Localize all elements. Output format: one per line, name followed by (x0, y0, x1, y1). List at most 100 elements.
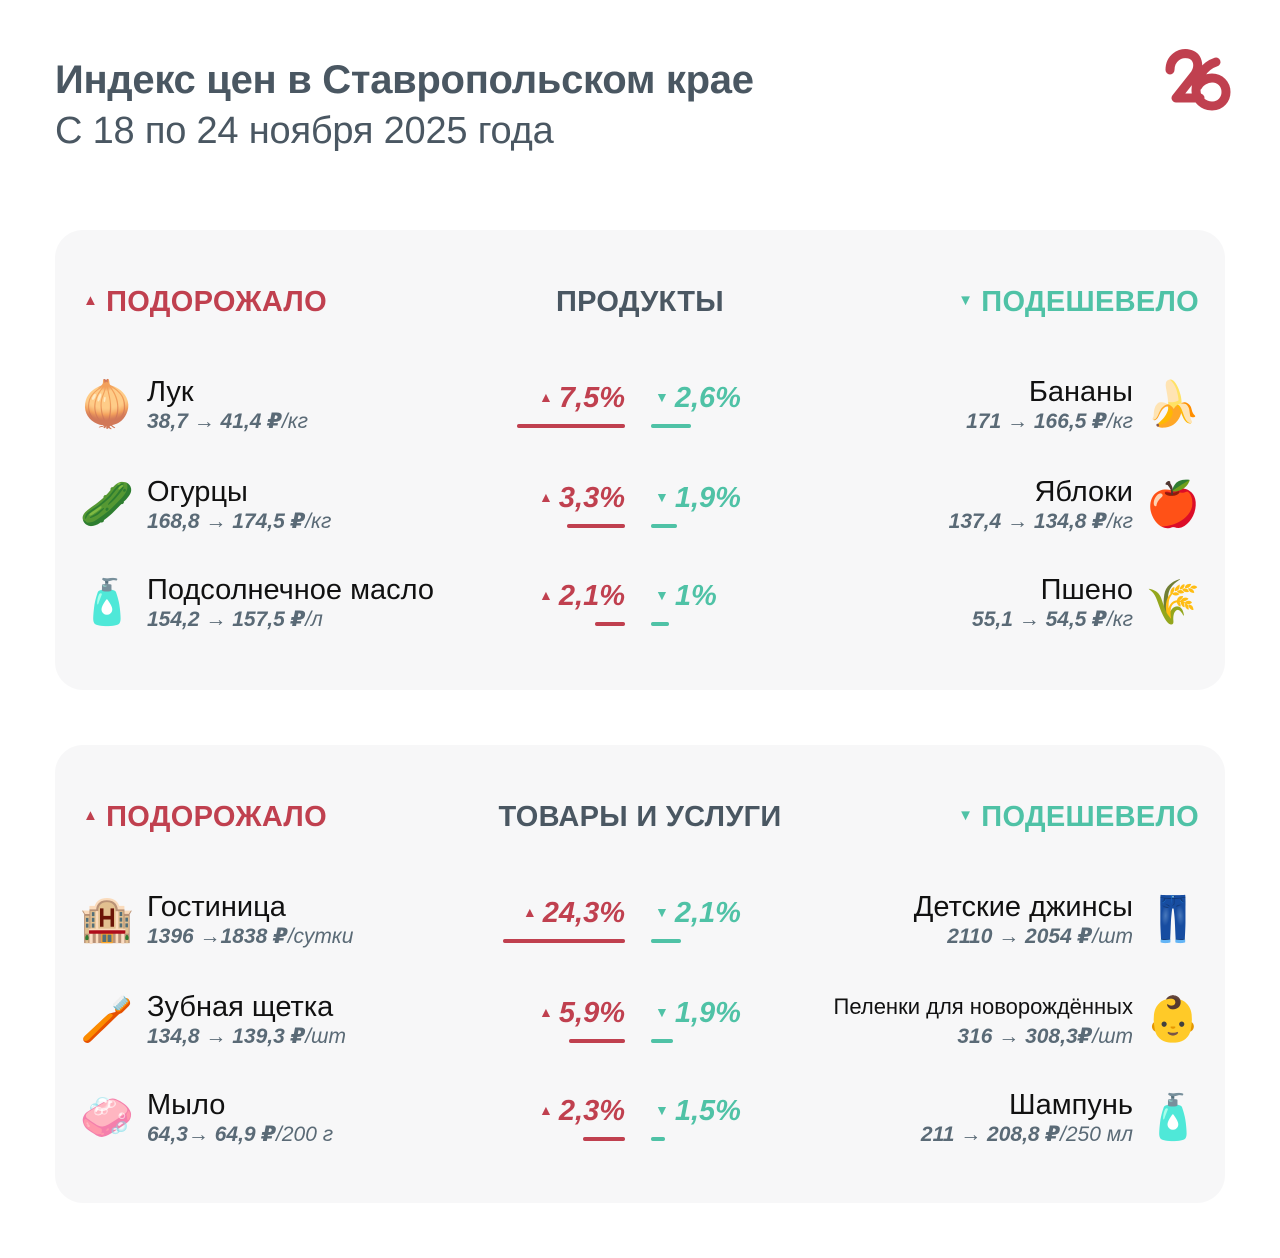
item-name: Мыло (147, 1089, 226, 1121)
decrease-percent: ▼ 1,5% (655, 1095, 741, 1127)
price-row: 🧼 Мыло 64,3→ 64,9 ₽/200 г ▲ 2,3% ▼ 1,5% 🧴 … (55, 1083, 1225, 1153)
panel-products: ▲ ПОДОРОЖАЛО ПРОДУКТЫ ▼ ПОДЕШЕВЕЛО 🧅 Лук 3… (55, 230, 1225, 690)
item-price: 2110 → 2054 ₽/шт (947, 925, 1133, 948)
increased-item: 🧅 Лук 38,7 → 41,4 ₽/кг (79, 370, 308, 440)
triangle-up-icon: ▲ (539, 587, 553, 603)
triangle-up-icon: ▲ (539, 1004, 553, 1020)
triangle-up-icon: ▲ (539, 389, 553, 405)
item-name: Яблоки (1034, 476, 1133, 508)
jeans-icon: 👖 (1145, 895, 1201, 944)
apple-icon: 🍎 (1145, 480, 1201, 529)
item-price: 211 → 208,8 ₽/250 мл (920, 1123, 1133, 1146)
decrease-bar (651, 1039, 673, 1043)
item-name: Детские джинсы (913, 891, 1133, 923)
item-price: 137,4 → 134,8 ₽/кг (948, 510, 1133, 533)
decreased-item: 🌾 Пшено 55,1 → 54,5 ₽/кг (972, 568, 1201, 638)
triangle-down-icon: ▼ (958, 291, 974, 309)
increase-bar (503, 939, 625, 943)
item-price: 316 → 308,3₽/шт (957, 1025, 1133, 1048)
soap-icon: 🧼 (79, 1093, 135, 1142)
increase-bar (517, 424, 625, 428)
triangle-up-icon: ▲ (522, 904, 537, 920)
price-row: 🧅 Лук 38,7 → 41,4 ₽/кг ▲ 7,5% ▼ 2,6% 🍌 Бан… (55, 370, 1225, 440)
increase-percent: ▲ 3,3% (539, 482, 625, 514)
price-row: 🏨 Гостиница 1396 →1838 ₽/сутки ▲ 24,3% ▼ 2… (55, 885, 1225, 955)
item-price: 38,7 → 41,4 ₽/кг (147, 410, 308, 433)
increased-item: 🪥 Зубная щетка 134,8 → 139,3 ₽/шт (79, 985, 346, 1055)
triangle-up-icon: ▲ (83, 806, 99, 824)
logo-26-icon (1165, 49, 1231, 111)
price-row: 🧴 Подсолнечное масло 154,2 → 157,5 ₽/л ▲… (55, 568, 1225, 638)
decrease-percent: ▼ 2,1% (655, 897, 741, 929)
panel-goods-services: ▲ ПОДОРОЖАЛО ТОВАРЫ И УСЛУГИ ▼ ПОДЕШЕВЕЛО … (55, 745, 1225, 1203)
item-price: 168,8 → 174,5 ₽/кг (147, 510, 332, 533)
header-decreased: ▼ ПОДЕШЕВЕЛО (958, 801, 1199, 833)
item-price: 134,8 → 139,3 ₽/шт (147, 1025, 346, 1048)
header-increased: ▲ ПОДОРОЖАЛО (83, 801, 327, 833)
decrease-bar (651, 1137, 665, 1141)
panel-title: ТОВАРЫ И УСЛУГИ (498, 801, 782, 833)
item-price: 171 → 166,5 ₽/кг (966, 410, 1133, 433)
item-name: Шампунь (1009, 1089, 1133, 1121)
triangle-down-icon: ▼ (958, 806, 974, 824)
header-increased: ▲ ПОДОРОЖАЛО (83, 286, 327, 318)
decreased-item: 🧴 Шампунь 211 → 208,8 ₽/250 мл (921, 1083, 1201, 1153)
decrease-bar (651, 424, 691, 428)
panel-title: ПРОДУКТЫ (556, 286, 724, 318)
decrease-percent: ▼ 1,9% (655, 997, 741, 1029)
swaddled-baby-icon: 👶 (1145, 995, 1201, 1044)
triangle-down-icon: ▼ (655, 1102, 669, 1118)
increased-item: 🧴 Подсолнечное масло 154,2 → 157,5 ₽/л (79, 568, 434, 638)
increase-bar (583, 1137, 625, 1141)
decrease-percent: ▼ 2,6% (655, 382, 741, 414)
increase-percent: ▲ 7,5% (539, 382, 625, 414)
increased-item: 🥒 Огурцы 168,8 → 174,5 ₽/кг (79, 470, 332, 540)
increase-bar (595, 622, 625, 626)
cucumber-icon: 🥒 (79, 480, 135, 529)
item-name: Бананы (1028, 376, 1133, 408)
grain-icon: 🌾 (1145, 578, 1201, 627)
decrease-bar (651, 524, 677, 528)
item-name: Зубная щетка (147, 991, 334, 1023)
triangle-down-icon: ▼ (655, 904, 669, 920)
increase-percent: ▲ 24,3% (522, 897, 625, 929)
item-name: Подсолнечное масло (147, 574, 435, 606)
onion-icon: 🧅 (79, 380, 135, 429)
header-decreased: ▼ ПОДЕШЕВЕЛО (958, 286, 1199, 318)
decreased-item: 👖 Детские джинсы 2110 → 2054 ₽/шт (914, 885, 1201, 955)
toothbrush-icon: 🪥 (79, 995, 135, 1044)
price-row: 🪥 Зубная щетка 134,8 → 139,3 ₽/шт ▲ 5,9% … (55, 985, 1225, 1055)
triangle-up-icon: ▲ (83, 291, 99, 309)
triangle-up-icon: ▲ (539, 1102, 553, 1118)
decrease-percent: ▼ 1% (655, 580, 717, 612)
increase-percent: ▲ 2,1% (539, 580, 625, 612)
item-name: Пшено (1040, 574, 1133, 606)
decreased-item: 🍌 Бананы 171 → 166,5 ₽/кг (966, 370, 1201, 440)
decreased-item: 🍎 Яблоки 137,4 → 134,8 ₽/кг (949, 470, 1201, 540)
shampoo-icon: 🧴 (1145, 1093, 1201, 1142)
decrease-bar (651, 622, 669, 626)
page-subtitle: С 18 по 24 ноября 2025 года (55, 110, 554, 152)
increased-item: 🧼 Мыло 64,3→ 64,9 ₽/200 г (79, 1083, 334, 1153)
triangle-down-icon: ▼ (655, 489, 669, 505)
increase-percent: ▲ 5,9% (539, 997, 625, 1029)
item-price: 1396 →1838 ₽/сутки (147, 925, 354, 948)
decrease-bar (651, 939, 681, 943)
decreased-item: 👶 Пеленки для новорождённых 316 → 308,3₽… (834, 985, 1201, 1055)
banana-icon: 🍌 (1145, 380, 1201, 429)
hotel-icon: 🏨 (79, 895, 135, 944)
triangle-up-icon: ▲ (539, 489, 553, 505)
item-name: Пеленки для новорождённых (833, 994, 1133, 1019)
oil-bottle-icon: 🧴 (79, 578, 135, 627)
increase-percent: ▲ 2,3% (539, 1095, 625, 1127)
price-row: 🥒 Огурцы 168,8 → 174,5 ₽/кг ▲ 3,3% ▼ 1,9% … (55, 470, 1225, 540)
increase-bar (567, 524, 625, 528)
item-price: 64,3→ 64,9 ₽/200 г (147, 1123, 334, 1146)
triangle-down-icon: ▼ (655, 587, 669, 603)
page-title: Индекс цен в Ставропольском крае (55, 58, 754, 102)
item-name: Лук (147, 376, 194, 408)
decrease-percent: ▼ 1,9% (655, 482, 741, 514)
item-price: 154,2 → 157,5 ₽/л (147, 608, 323, 631)
item-price: 55,1 → 54,5 ₽/кг (972, 608, 1133, 631)
triangle-down-icon: ▼ (655, 1004, 669, 1020)
